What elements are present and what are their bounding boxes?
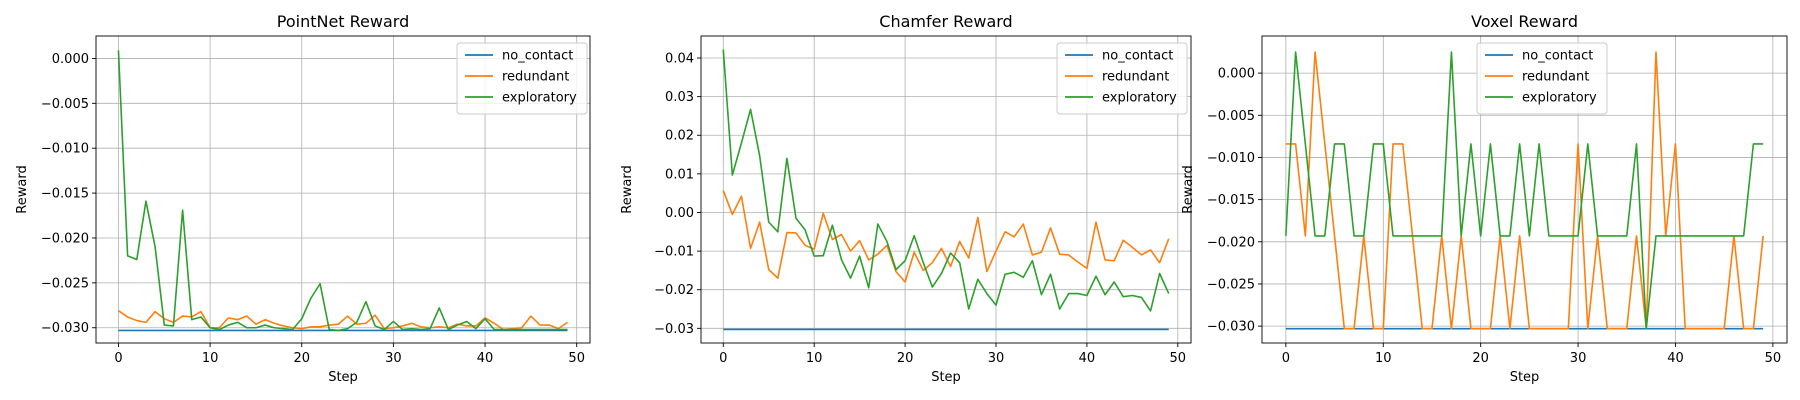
y-tick-label: −0.030: [1207, 320, 1255, 335]
x-tick-label: 20: [1472, 351, 1489, 366]
legend-entry-label: exploratory: [502, 91, 577, 106]
y-tick-label: 0.04: [665, 52, 694, 67]
axes-frame: [95, 35, 591, 344]
y-axis-label: Reward: [620, 165, 635, 213]
y-tick-label: 0.000: [1218, 67, 1255, 82]
chart-title: Chamfer Reward: [879, 12, 1012, 31]
y-tick-label: 0.03: [665, 90, 694, 105]
x-tick-label: 10: [1375, 351, 1392, 366]
chart-title: PointNet Reward: [277, 12, 409, 31]
y-axis-label: Reward: [15, 165, 30, 213]
y-tick-label: −0.010: [1207, 151, 1255, 166]
x-tick-label: 10: [202, 351, 219, 366]
x-tick-label: 40: [1667, 351, 1684, 366]
x-tick-label: 0: [719, 351, 727, 366]
y-tick-label: −0.025: [41, 276, 89, 291]
legend-entry-label: exploratory: [1522, 91, 1597, 106]
legend: no_contact redundant exploratory: [1476, 42, 1608, 115]
legend-entry-label: redundant: [1522, 70, 1589, 85]
series-line-exploratory: [1285, 51, 1764, 330]
y-tick-label: −0.030: [41, 321, 89, 336]
x-tick-label: 20: [897, 351, 914, 366]
x-tick-label: 20: [293, 351, 310, 366]
series-line-redundant: [1285, 51, 1764, 330]
series-line-redundant: [117, 310, 569, 331]
y-tick-label: 0.000: [52, 52, 89, 67]
series-line-exploratory: [722, 49, 1170, 312]
y-tick-label: −0.010: [41, 142, 89, 157]
x-tick-label: 0: [1282, 351, 1290, 366]
legend-entry-label: exploratory: [1102, 91, 1177, 106]
legend-entry-label: redundant: [1102, 70, 1169, 85]
y-tick-label: −0.005: [1207, 109, 1255, 124]
y-tick-label: 0.02: [665, 129, 694, 144]
y-axis-label: Reward: [1181, 165, 1196, 213]
x-tick-label: 50: [568, 351, 585, 366]
x-axis-label: Step: [1510, 370, 1540, 385]
chart-panel-1: 0 10 20 30 40 50 0.04 0.03 0.02 0.01 0.00 −0.01 −0.0…: [620, 12, 1192, 385]
legend-entry-label: redundant: [502, 70, 569, 85]
y-tick-label: −0.020: [41, 231, 89, 246]
y-tick-label: −0.015: [41, 187, 89, 202]
x-axis-label: Step: [328, 370, 358, 385]
x-tick-label: 30: [1570, 351, 1587, 366]
x-tick-label: 30: [385, 351, 402, 366]
y-tick-label: −0.025: [1207, 277, 1255, 292]
legend-entry-label: no_contact: [1102, 49, 1173, 64]
x-tick-label: 40: [1079, 351, 1096, 366]
series-line-exploratory: [117, 50, 568, 332]
x-tick-label: 0: [114, 351, 122, 366]
legend: no_contact redundant exploratory: [1056, 42, 1188, 115]
x-axis-label: Step: [931, 370, 961, 385]
y-tick-label: 0.01: [665, 167, 694, 182]
x-tick-label: 40: [477, 351, 494, 366]
axes-frame: [1261, 35, 1788, 344]
x-tick-label: 50: [1765, 351, 1782, 366]
series-line-redundant: [722, 190, 1170, 283]
x-tick-label: 30: [988, 351, 1005, 366]
y-tick-label: −0.03: [654, 322, 694, 337]
y-tick-label: −0.02: [654, 283, 694, 298]
y-tick-label: −0.01: [654, 245, 694, 260]
y-tick-label: −0.020: [1207, 235, 1255, 250]
chart-title: Voxel Reward: [1471, 12, 1578, 31]
chart-panel-2: 0 10 20 30 40 50 0.000 −0.005 −0.010 −0.015 −0.020…: [1181, 12, 1788, 385]
x-tick-label: 10: [806, 351, 823, 366]
y-tick-label: −0.015: [1207, 193, 1255, 208]
legend-entry-label: no_contact: [1522, 49, 1593, 64]
chart-panel-0: 0 10 20 30 40 50 0.000 −0.005 −0.010 −0.015 −0.020…: [15, 12, 591, 385]
x-tick-label: 50: [1170, 351, 1187, 366]
legend-entry-label: no_contact: [502, 49, 573, 64]
axes-frame: [700, 35, 1192, 344]
legend: no_contact redundant exploratory: [456, 42, 588, 115]
y-tick-label: −0.005: [41, 97, 89, 112]
y-tick-label: 0.00: [665, 206, 694, 221]
